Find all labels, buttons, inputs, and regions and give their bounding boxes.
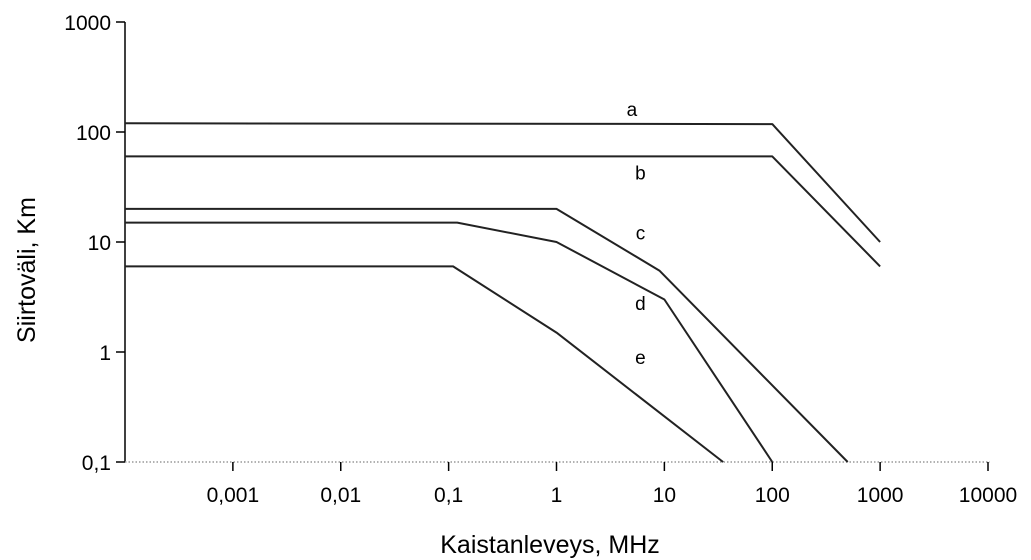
x-tick-label: 10000 [959, 484, 1017, 507]
axes: 0,1 1 10 100 1000 0,001 0,01 0,1 1 10 100 1000 10000 [64, 12, 1017, 507]
x-tick-label: 100 [755, 484, 790, 507]
series-label-b: b [635, 163, 646, 184]
series-line-d [125, 221, 774, 463]
x-axis-title: Kaistanleveys, MHz [440, 531, 660, 559]
x-tick-label: 1000 [857, 484, 904, 507]
series-line-e [125, 265, 724, 463]
series-group: a b c d e [124, 100, 881, 463]
series-label-e: e [635, 348, 646, 369]
x-tick-label: 10 [653, 484, 676, 507]
x-tick-label: 0,1 [434, 484, 463, 507]
y-tick-label: 100 [76, 122, 111, 145]
y-tick-label: 1000 [64, 12, 111, 35]
series-line-a [124, 122, 881, 243]
y-axis-title: Siirtoväli, Km [13, 197, 41, 343]
series-line-c [125, 207, 849, 463]
series-label-a: a [627, 100, 638, 121]
series-label-c: c [636, 224, 646, 245]
series-line-b [125, 155, 881, 268]
y-tick-label: 10 [88, 232, 111, 255]
y-tick-label: 0,1 [82, 452, 111, 475]
series-label-d: d [635, 294, 646, 315]
x-tick-label: 0,001 [207, 484, 260, 507]
y-tick-label: 1 [99, 342, 111, 365]
x-tick-label: 1 [551, 484, 563, 507]
x-tick-label: 0,01 [320, 484, 361, 507]
